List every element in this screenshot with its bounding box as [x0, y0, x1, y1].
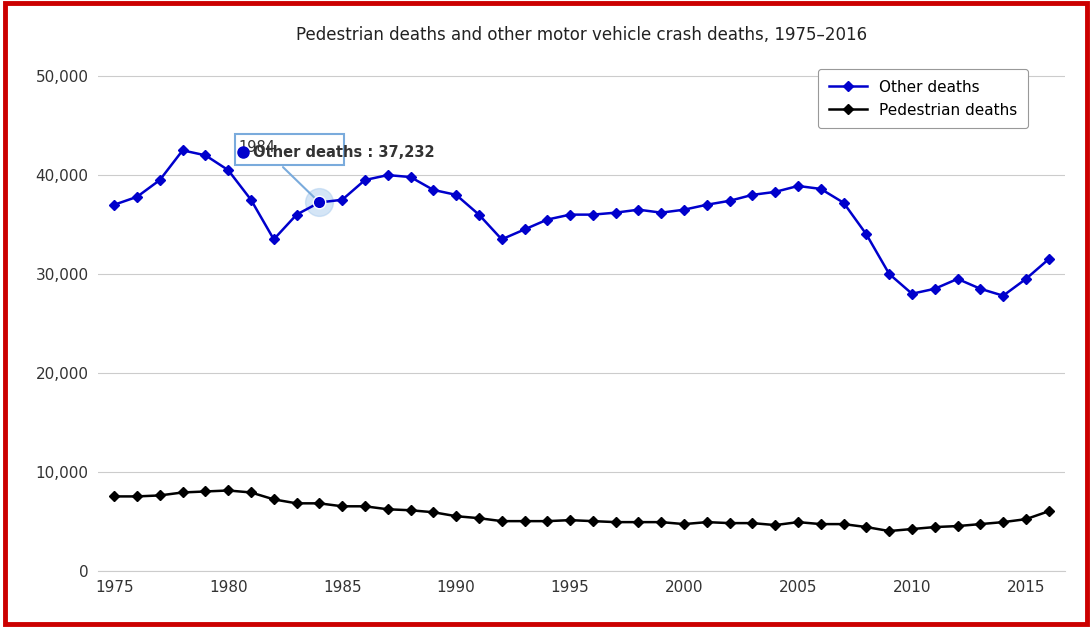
- Other deaths: [700, 201, 713, 209]
- Pedestrian deaths: [723, 519, 736, 527]
- Other deaths: [473, 211, 486, 218]
- Pedestrian deaths: [450, 512, 463, 520]
- Other deaths: [655, 209, 668, 216]
- Other deaths: [130, 193, 143, 201]
- Pedestrian deaths: [928, 524, 941, 531]
- Other deaths: [404, 173, 417, 181]
- Pedestrian deaths: [176, 488, 189, 496]
- Other deaths: [882, 270, 895, 278]
- Other deaths: [335, 196, 348, 204]
- Pedestrian deaths: [245, 488, 258, 496]
- Pedestrian deaths: [769, 521, 782, 529]
- Pedestrian deaths: [655, 519, 668, 526]
- Pedestrian deaths: [130, 493, 143, 500]
- Line: Pedestrian deaths: Pedestrian deaths: [110, 487, 1053, 534]
- Other deaths: [746, 191, 759, 199]
- Pedestrian deaths: [859, 524, 873, 531]
- Pedestrian deaths: [153, 492, 166, 499]
- Other deaths: [290, 211, 304, 218]
- Other deaths: [586, 211, 600, 218]
- Pedestrian deaths: [312, 500, 325, 507]
- Pedestrian deaths: [951, 522, 964, 530]
- Pedestrian deaths: [358, 503, 371, 510]
- Legend: Other deaths, Pedestrian deaths: Other deaths, Pedestrian deaths: [818, 69, 1028, 129]
- Pedestrian deaths: [222, 487, 235, 494]
- Pedestrian deaths: [381, 505, 394, 513]
- Pedestrian deaths: [700, 519, 713, 526]
- Pedestrian deaths: [905, 525, 918, 533]
- Other deaths: [951, 275, 964, 283]
- Text: Other deaths : 37,232: Other deaths : 37,232: [253, 145, 435, 160]
- Other deaths: [609, 209, 622, 216]
- Pedestrian deaths: [199, 488, 212, 495]
- Other deaths: [450, 191, 463, 199]
- Other deaths: [268, 236, 281, 243]
- Other deaths: [108, 201, 121, 209]
- Pedestrian deaths: [677, 520, 690, 528]
- Pedestrian deaths: [586, 517, 600, 525]
- Other deaths: [245, 196, 258, 204]
- Pedestrian deaths: [815, 520, 828, 528]
- Other deaths: [312, 199, 325, 206]
- Other deaths: [769, 188, 782, 196]
- Pedestrian deaths: [609, 519, 622, 526]
- Other deaths: [928, 285, 941, 293]
- Other deaths: [974, 285, 987, 293]
- Other deaths: [859, 231, 873, 238]
- Other deaths: [176, 147, 189, 154]
- Other deaths: [541, 216, 554, 223]
- Pedestrian deaths: [473, 514, 486, 522]
- FancyBboxPatch shape: [235, 134, 344, 165]
- Pedestrian deaths: [746, 519, 759, 527]
- Pedestrian deaths: [997, 519, 1010, 526]
- Other deaths: [222, 166, 235, 174]
- Other deaths: [153, 176, 166, 184]
- Pedestrian deaths: [1020, 515, 1033, 523]
- Other deaths: [905, 290, 918, 297]
- Pedestrian deaths: [974, 520, 987, 528]
- Pedestrian deaths: [290, 500, 304, 507]
- Other deaths: [997, 292, 1010, 300]
- Other deaths: [563, 211, 577, 218]
- Other deaths: [518, 226, 531, 233]
- Other deaths: [199, 152, 212, 159]
- Pedestrian deaths: [335, 503, 348, 510]
- Other deaths: [427, 186, 440, 194]
- Pedestrian deaths: [1042, 507, 1055, 515]
- Title: Pedestrian deaths and other motor vehicle crash deaths, 1975–2016: Pedestrian deaths and other motor vehicl…: [296, 26, 867, 44]
- Pedestrian deaths: [541, 517, 554, 525]
- Pedestrian deaths: [427, 508, 440, 516]
- Other deaths: [723, 197, 736, 204]
- Other deaths: [358, 176, 371, 184]
- Pedestrian deaths: [838, 520, 851, 528]
- Other deaths: [1020, 275, 1033, 283]
- Pedestrian deaths: [495, 517, 508, 525]
- Pedestrian deaths: [792, 519, 805, 526]
- Pedestrian deaths: [268, 495, 281, 503]
- Pedestrian deaths: [518, 517, 531, 525]
- Other deaths: [838, 199, 851, 206]
- Pedestrian deaths: [108, 493, 121, 500]
- Other deaths: [792, 182, 805, 190]
- Other deaths: [677, 206, 690, 213]
- Other deaths: [1042, 255, 1055, 263]
- Other deaths: [815, 185, 828, 192]
- Pedestrian deaths: [882, 527, 895, 535]
- Other deaths: [381, 171, 394, 179]
- Pedestrian deaths: [632, 519, 645, 526]
- Other deaths: [632, 206, 645, 213]
- Line: Other deaths: Other deaths: [110, 147, 1053, 299]
- Other deaths: [495, 236, 508, 243]
- Text: 1984: 1984: [238, 140, 275, 155]
- Pedestrian deaths: [563, 517, 577, 524]
- Pedestrian deaths: [404, 507, 417, 514]
